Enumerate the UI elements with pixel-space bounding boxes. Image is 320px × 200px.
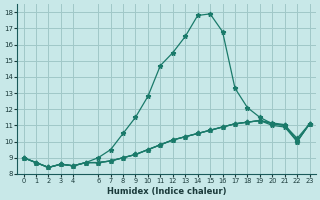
- X-axis label: Humidex (Indice chaleur): Humidex (Indice chaleur): [107, 187, 226, 196]
